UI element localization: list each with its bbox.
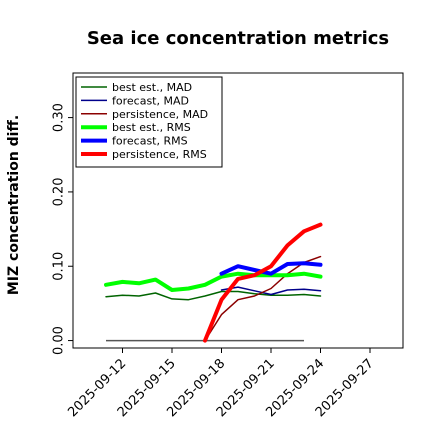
plot-area [72,72,404,349]
legend-label: forecast, RMS [112,135,188,148]
legend-label: persistence, RMS [112,148,207,161]
series-layer [104,222,323,343]
y-axis-label: MIZ concentration diff. [6,115,22,295]
series-line-4 [219,261,323,276]
series-line-1 [220,286,322,296]
y-tick-label: 0.10 [52,252,67,281]
legend-label: best est., RMS [112,121,191,134]
legend-label: forecast, MAD [112,94,189,107]
legend-label: best est., MAD [112,81,192,94]
legend-label: persistence, MAD [112,108,208,121]
series-line-0 [105,290,322,301]
y-tick-label: 0.00 [52,326,67,355]
series-line-5 [203,222,323,343]
series-line-3 [104,271,323,292]
y-tick-label: 0.20 [52,177,67,206]
y-tick-label: 0.30 [52,103,67,132]
chart-title: Sea ice concentration metrics [87,28,389,49]
